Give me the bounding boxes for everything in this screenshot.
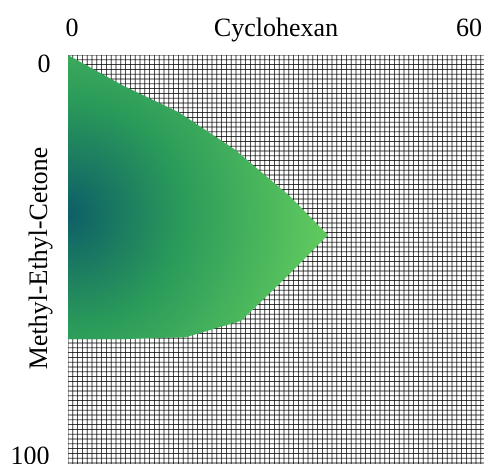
heatmap-region: [68, 55, 328, 340]
y-tick-label-1: 100: [11, 441, 50, 464]
y-axis-label: Methyl-Ethyl-Cetone: [24, 147, 53, 369]
x-axis-label: Cyclohexan: [214, 13, 338, 42]
x-tick-label-0: 0: [66, 13, 79, 42]
x-tick-label-1: 60: [456, 13, 482, 42]
y-tick-label-0: 0: [38, 49, 51, 78]
